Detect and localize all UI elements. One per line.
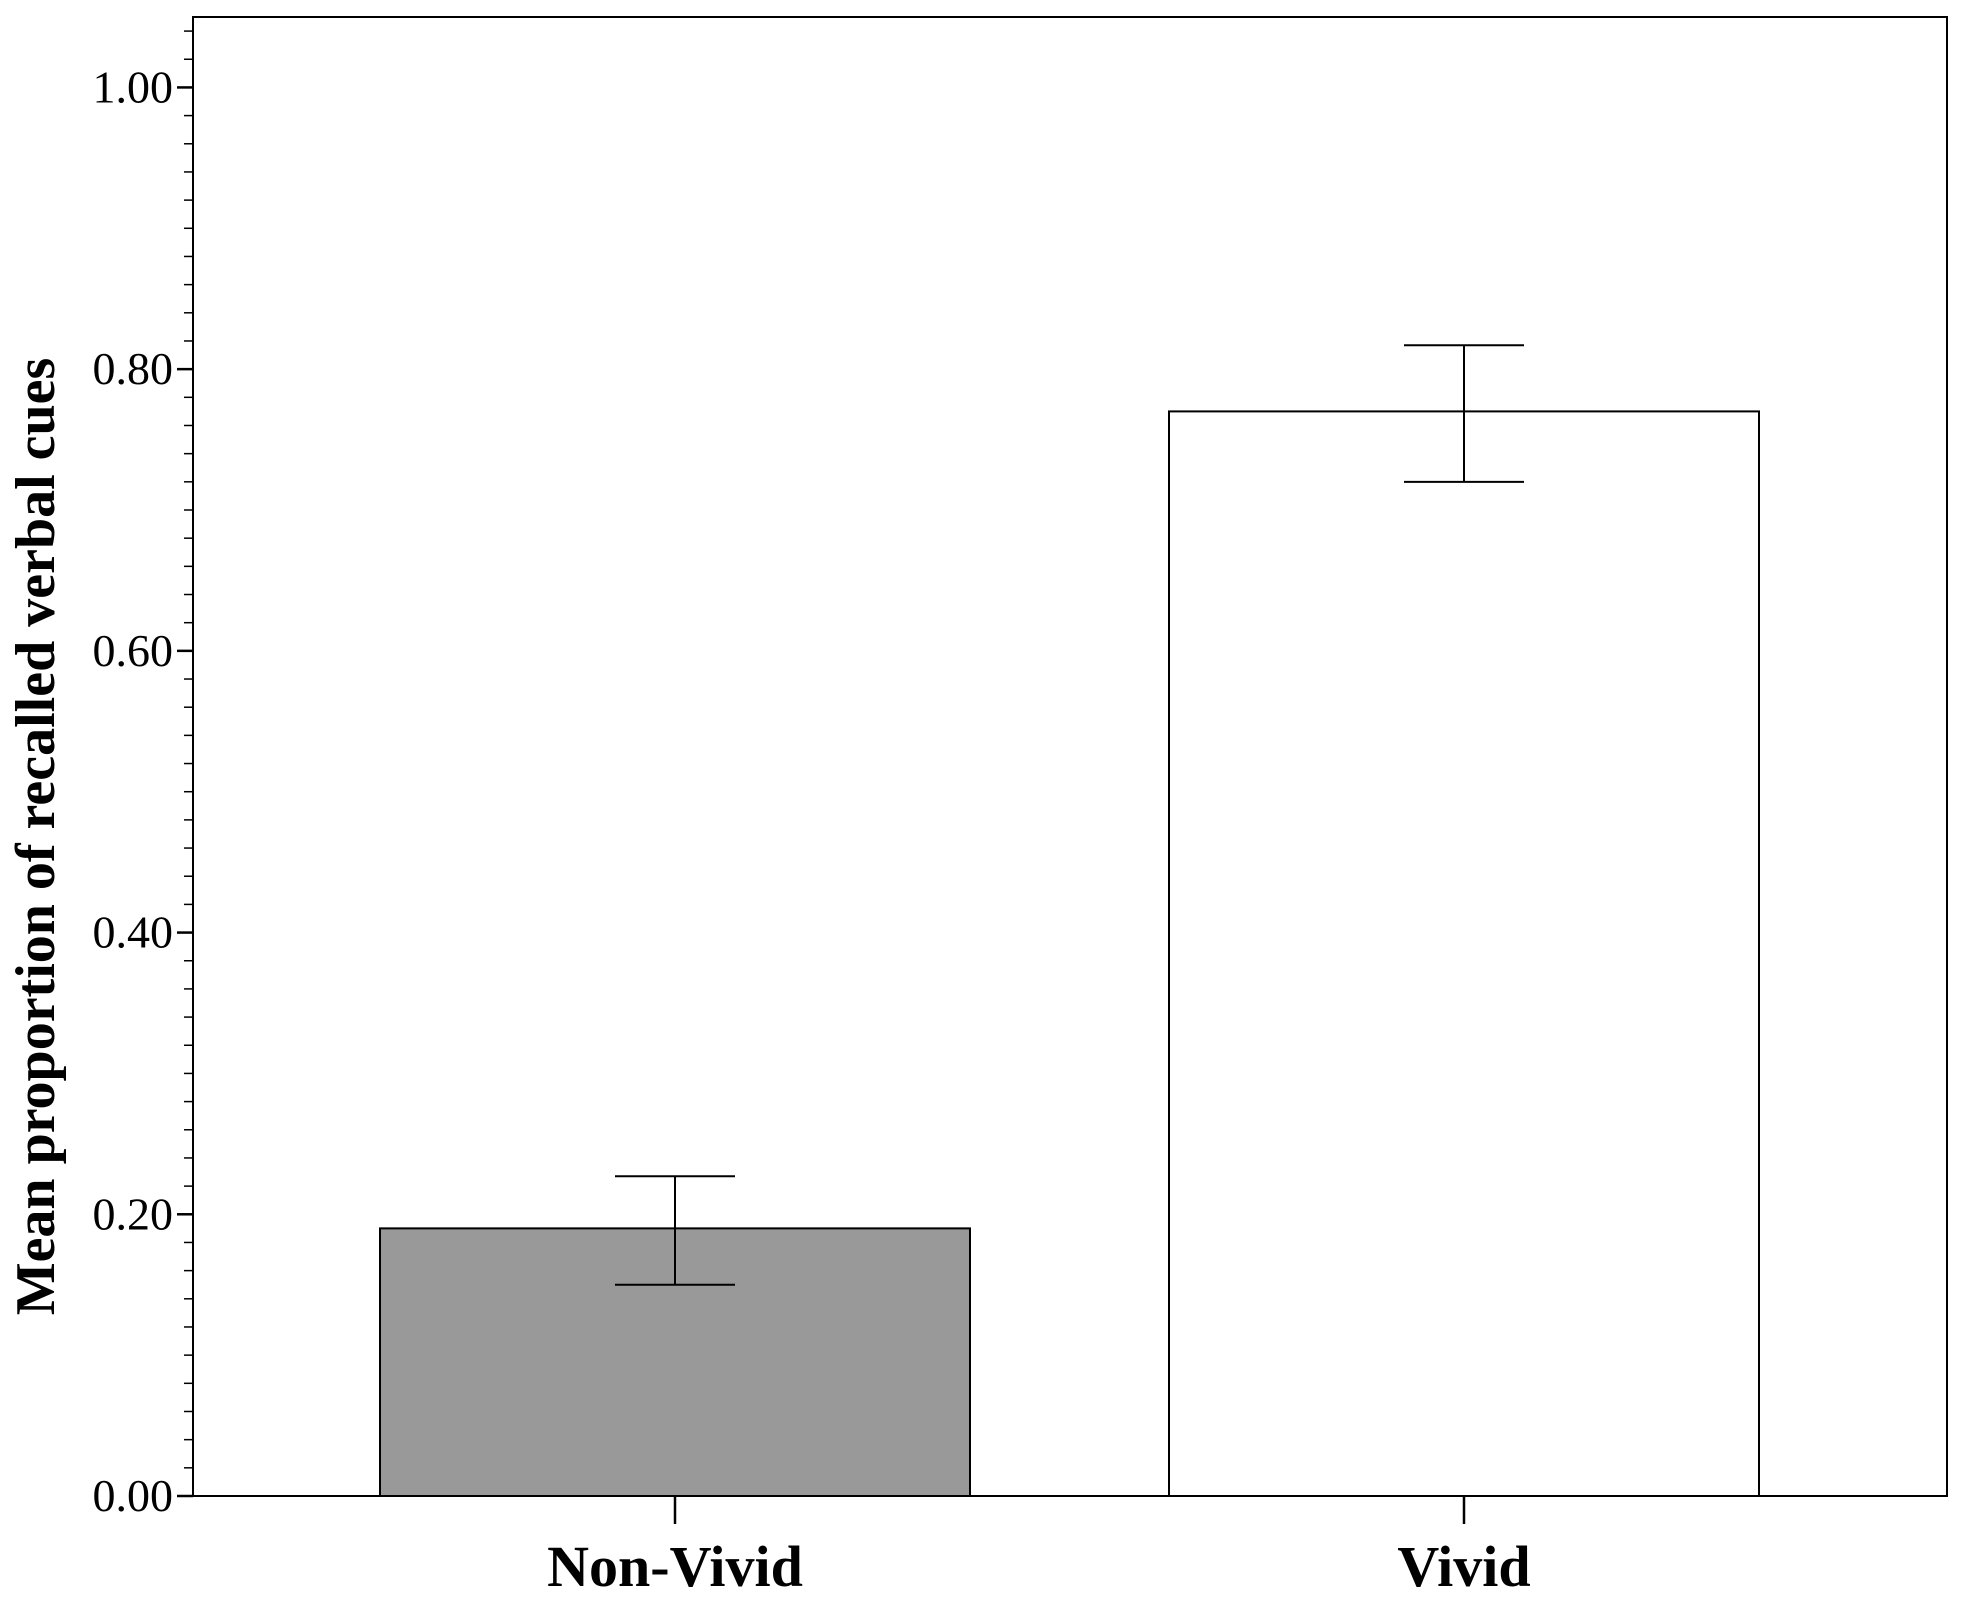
x-ticks (673, 1496, 1466, 1524)
plot-frame (192, 16, 1948, 1497)
error-bar (1404, 344, 1524, 483)
y-axis-title: Mean proportion of recalled verbal cues (5, 358, 67, 1316)
y-major-ticks (177, 86, 193, 1498)
x-category-labels: Non-Vivid Vivid (547, 1534, 1530, 1599)
x-category-label: Non-Vivid (547, 1534, 803, 1599)
error-bar (615, 1175, 735, 1286)
y-tick-label: 0.20 (93, 1188, 174, 1239)
y-tick-label: 0.60 (93, 625, 174, 676)
y-tick-label: 0.00 (93, 1470, 174, 1521)
bars (379, 410, 1760, 1498)
y-tick-label: 0.80 (93, 343, 174, 394)
y-tick-label: 1.00 (93, 61, 174, 112)
y-minor-ticks (184, 30, 193, 1497)
y-tick-labels: 0.00 0.20 0.40 0.60 0.80 1.00 (93, 61, 174, 1521)
x-category-label: Vivid (1397, 1534, 1530, 1599)
error-bars (615, 344, 1524, 1286)
y-tick-label: 0.40 (93, 907, 174, 958)
bar-vivid (1168, 410, 1760, 1497)
